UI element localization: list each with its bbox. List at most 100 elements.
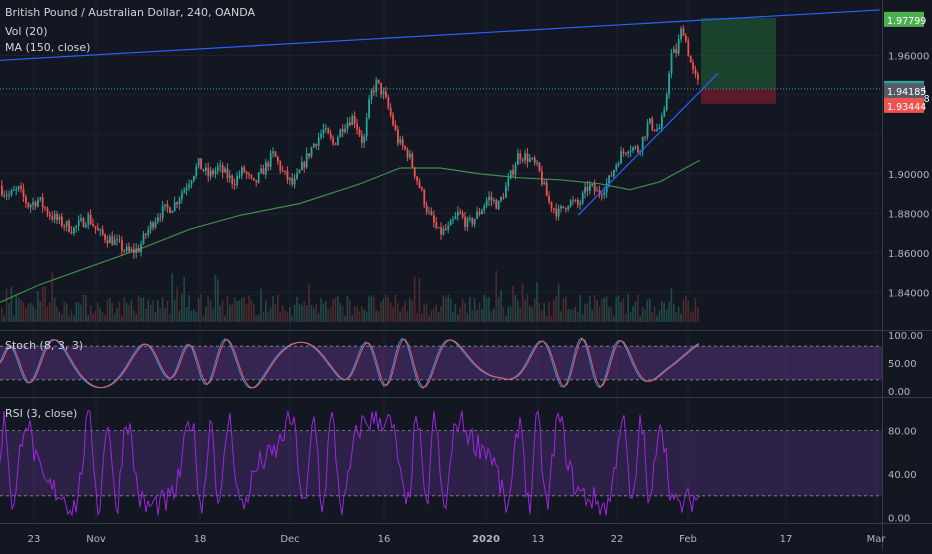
candle[interactable]: [37, 197, 39, 208]
candle[interactable]: [495, 198, 498, 210]
candle[interactable]: [137, 244, 140, 253]
candle[interactable]: [243, 165, 246, 174]
candle[interactable]: [341, 124, 344, 138]
candle[interactable]: [334, 142, 337, 146]
candle[interactable]: [92, 218, 94, 227]
candle[interactable]: [442, 225, 445, 236]
candle[interactable]: [147, 225, 150, 238]
candle[interactable]: [286, 166, 289, 184]
candle[interactable]: [375, 76, 378, 97]
candle[interactable]: [49, 211, 51, 221]
candle[interactable]: [51, 211, 54, 223]
candle[interactable]: [670, 49, 673, 79]
candle[interactable]: [169, 206, 171, 214]
candle[interactable]: [221, 162, 224, 179]
candle[interactable]: [507, 172, 510, 192]
candle[interactable]: [3, 190, 6, 199]
candle[interactable]: [82, 216, 85, 228]
candle[interactable]: [277, 155, 279, 165]
candle[interactable]: [617, 161, 620, 168]
candle[interactable]: [677, 34, 680, 56]
candle[interactable]: [322, 123, 325, 139]
candle[interactable]: [485, 197, 488, 209]
candle[interactable]: [452, 216, 454, 224]
candle[interactable]: [253, 178, 255, 181]
candle[interactable]: [269, 149, 272, 171]
candle[interactable]: [579, 199, 582, 210]
candle[interactable]: [529, 154, 531, 163]
candle[interactable]: [512, 164, 514, 178]
candle[interactable]: [423, 188, 426, 209]
candle[interactable]: [205, 163, 207, 176]
candle[interactable]: [149, 220, 152, 234]
candle[interactable]: [344, 124, 346, 134]
candle[interactable]: [385, 86, 387, 99]
candle[interactable]: [524, 149, 526, 165]
candle[interactable]: [140, 240, 142, 257]
candle[interactable]: [327, 127, 330, 134]
candle[interactable]: [425, 201, 428, 216]
candle[interactable]: [17, 185, 20, 192]
candle[interactable]: [550, 201, 553, 213]
candle[interactable]: [620, 146, 622, 164]
candle[interactable]: [526, 148, 529, 168]
candle[interactable]: [265, 158, 267, 179]
candle[interactable]: [634, 144, 637, 150]
candle[interactable]: [519, 149, 522, 164]
candle[interactable]: [171, 210, 174, 213]
candle[interactable]: [104, 233, 106, 244]
candle[interactable]: [380, 82, 382, 98]
candle[interactable]: [562, 206, 565, 209]
candle[interactable]: [111, 231, 114, 246]
candle[interactable]: [250, 174, 253, 180]
candle[interactable]: [682, 25, 685, 36]
candle[interactable]: [32, 197, 34, 211]
candle[interactable]: [99, 228, 102, 237]
candle[interactable]: [188, 179, 190, 191]
position-stop-zone[interactable]: [701, 88, 776, 104]
candle[interactable]: [349, 116, 351, 127]
candle[interactable]: [368, 95, 370, 120]
candle[interactable]: [109, 233, 111, 244]
candle[interactable]: [22, 183, 25, 203]
candle[interactable]: [53, 210, 56, 224]
candle[interactable]: [502, 192, 505, 200]
candle[interactable]: [615, 162, 618, 173]
candle[interactable]: [536, 159, 538, 167]
candle[interactable]: [397, 125, 399, 147]
candle[interactable]: [217, 162, 219, 175]
candle[interactable]: [601, 191, 603, 201]
candle[interactable]: [440, 222, 442, 240]
candle[interactable]: [39, 196, 42, 202]
candle[interactable]: [329, 129, 332, 141]
candle[interactable]: [353, 111, 356, 129]
candle[interactable]: [315, 143, 318, 150]
candle[interactable]: [1, 180, 3, 197]
candle[interactable]: [181, 189, 183, 204]
candle[interactable]: [226, 163, 229, 183]
candle[interactable]: [685, 33, 687, 43]
candle[interactable]: [389, 103, 392, 118]
candle[interactable]: [514, 161, 517, 180]
candle[interactable]: [262, 164, 265, 175]
candle[interactable]: [469, 214, 471, 223]
candle[interactable]: [560, 204, 562, 213]
candle[interactable]: [641, 136, 644, 157]
candle[interactable]: [236, 171, 238, 189]
candle[interactable]: [445, 223, 447, 231]
candle[interactable]: [466, 216, 469, 232]
candle[interactable]: [298, 169, 301, 174]
candle[interactable]: [15, 186, 18, 196]
candle[interactable]: [464, 211, 466, 231]
candle[interactable]: [413, 166, 416, 180]
candle[interactable]: [687, 37, 690, 58]
candle[interactable]: [70, 225, 73, 235]
candle[interactable]: [284, 170, 286, 176]
candle[interactable]: [401, 135, 404, 150]
candle[interactable]: [214, 167, 217, 179]
candle[interactable]: [625, 152, 627, 157]
candle[interactable]: [581, 190, 584, 206]
candle[interactable]: [229, 169, 231, 183]
candle[interactable]: [176, 201, 178, 209]
candle[interactable]: [694, 65, 697, 79]
